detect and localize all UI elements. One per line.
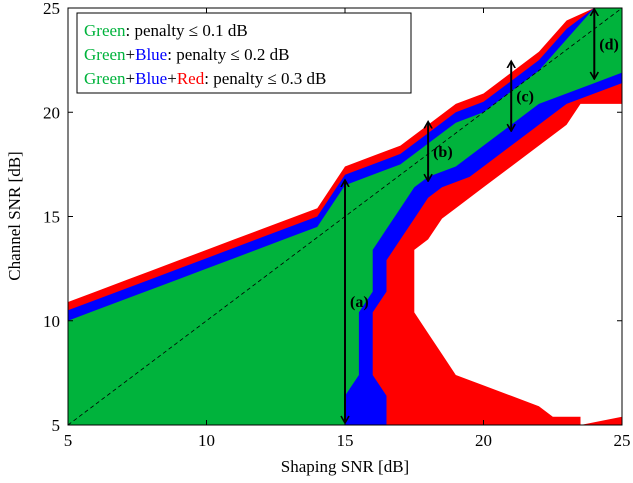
legend-entry-part: Green: [84, 69, 126, 88]
legend-entry-part: : penalty ≤ 0.3 dB: [204, 69, 326, 88]
legend-entry-part: : penalty ≤ 0.1 dB: [126, 21, 248, 40]
legend-entry-part: Blue: [135, 69, 167, 88]
legend-entry-part: +: [126, 45, 136, 64]
legend-entry: Green+Blue+Red: penalty ≤ 0.3 dB: [84, 69, 326, 88]
x-tick-label: 15: [337, 431, 354, 450]
annotation-label-b: (b): [433, 144, 453, 161]
x-tick-label: 20: [475, 431, 492, 450]
y-axis-label: Channel SNR [dB]: [5, 151, 24, 280]
legend-entry: Green: penalty ≤ 0.1 dB: [84, 21, 248, 40]
legend-entry-part: +: [167, 69, 177, 88]
axis-ticks: 5 10 15 20 25 5 10 15 20 25: [43, 0, 631, 450]
legend-entry-part: : penalty ≤ 0.2 dB: [167, 45, 289, 64]
annotation-label-c: (c): [516, 89, 534, 106]
legend-entry-part: Blue: [135, 45, 167, 64]
x-axis-label: Shaping SNR [dB]: [281, 457, 409, 476]
y-tick-label: 10: [43, 312, 60, 331]
legend-entry-part: Green: [84, 21, 126, 40]
y-tick-label: 25: [43, 0, 60, 18]
y-tick-label: 15: [43, 208, 60, 227]
annotation-label-d: (d): [599, 36, 619, 53]
x-tick-label: 5: [64, 431, 73, 450]
inner-white-region: [414, 103, 622, 425]
y-tick-label: 20: [43, 103, 60, 122]
annotation-arrows: (a) (b) (c) (d): [345, 10, 619, 423]
legend-entry-part: Red: [177, 69, 205, 88]
annotation-label-a: (a): [350, 294, 369, 311]
legend-entry: Green+Blue: penalty ≤ 0.2 dB: [84, 45, 289, 64]
x-tick-label: 10: [198, 431, 215, 450]
legend-entry-part: +: [126, 69, 136, 88]
x-tick-label: 25: [614, 431, 631, 450]
legend-box: [76, 12, 412, 94]
legend-entry-part: Green: [84, 45, 126, 64]
y-tick-label: 5: [52, 416, 61, 435]
